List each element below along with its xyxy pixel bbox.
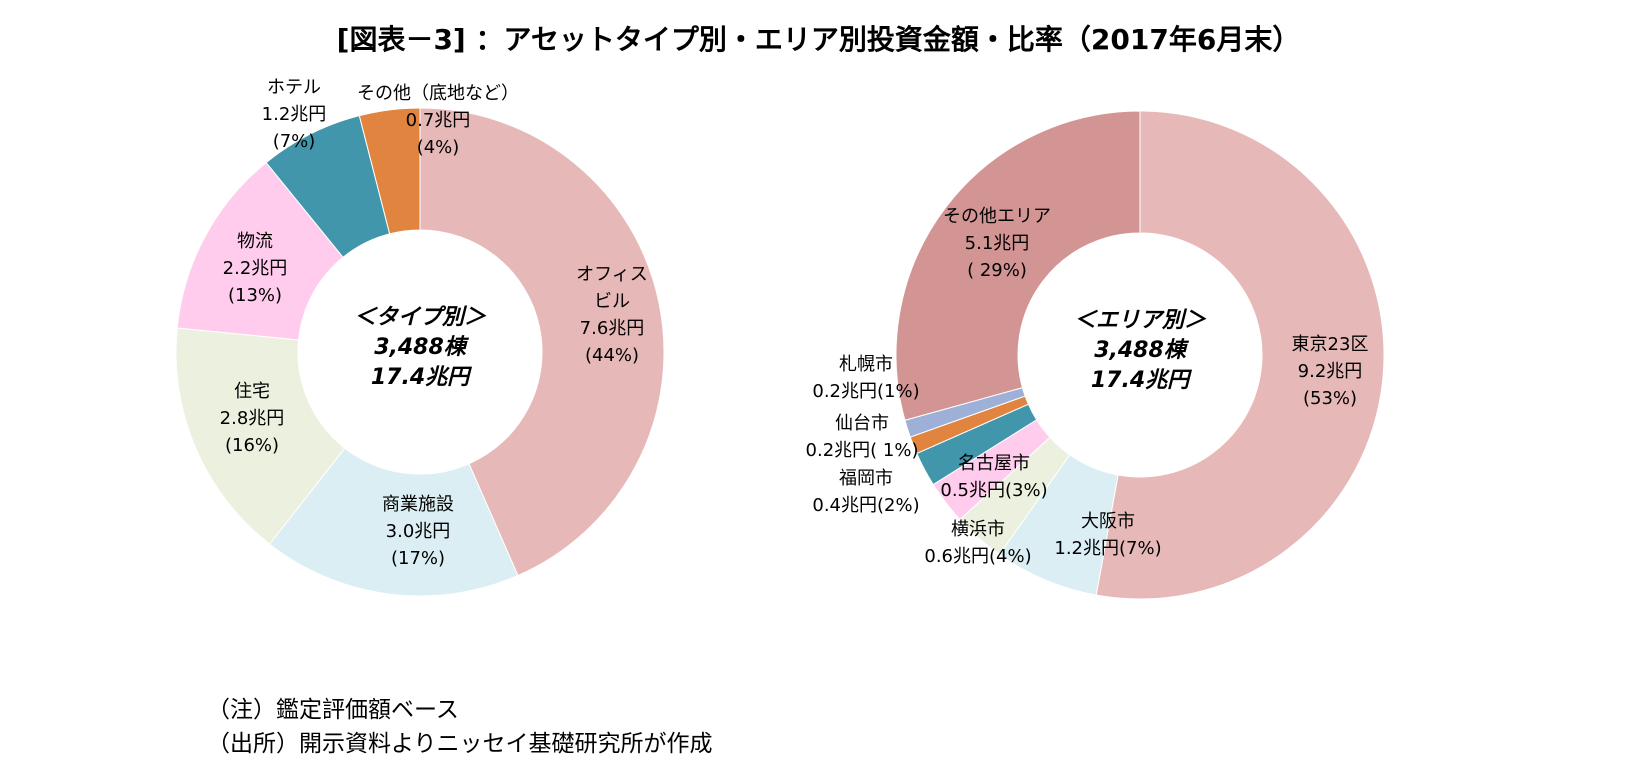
- slice-label: ホテル 1.2兆円(7%): [262, 77, 327, 152]
- donut-slice-slice-7: [895, 110, 1141, 421]
- donut-center-label: ＜エリア別＞ 3,488棟 17.4兆円: [1074, 308, 1207, 393]
- slice-label: オフィスビル 7.6兆円(44%): [576, 264, 648, 366]
- donut-chart-area: 東京23区 9.2兆円(53%) 大阪市 1.2兆円(7%) 横浜市 0.6兆円(4%) 名…: [806, 110, 1385, 600]
- slice-label: 住宅 2.8兆円(16%): [220, 381, 285, 456]
- slice-label: 東京23区 9.2兆円(53%): [1292, 334, 1369, 409]
- slice-label: 福岡市 0.4兆円(2%): [812, 468, 919, 516]
- slice-label: その他（底地など） 0.7兆円(4%): [357, 83, 519, 158]
- source-text: （出所）開示資料よりニッセイ基礎研究所が作成: [207, 731, 713, 757]
- donut-slice-slice-0: [419, 107, 665, 577]
- chart-title: [図表－3] ：アセットタイプ別・エリア別投資金額・比率（2017年6月末）: [336, 23, 1301, 56]
- donut-slice-slice-1: [268, 447, 519, 597]
- slice-label: 札幌市 0.2兆円(1%): [812, 354, 919, 402]
- slice-label: 横浜市 0.6兆円(4%): [924, 519, 1031, 567]
- slice-label: 商業施設 3.0兆円(17%): [382, 494, 454, 569]
- donut-slice-slice-5: [358, 107, 421, 235]
- slice-label: その他エリア 5.1兆円( 29%): [943, 206, 1051, 281]
- slice-label: 物流 2.2兆円(13%): [223, 231, 288, 306]
- donut-chart-type: オフィスビル 7.6兆円(44%) 商業施設 3.0兆円(17%) 住宅 2.8兆円(16…: [175, 77, 665, 597]
- slice-label: 仙台市 0.2兆円( 1%): [806, 413, 919, 461]
- donut-slice-slice-0: [1095, 110, 1385, 600]
- donut-slice-slice-2: [175, 327, 346, 545]
- donut-center-label: ＜タイプ別＞ 3,488棟 17.4兆円: [354, 305, 487, 390]
- slice-label: 大阪市 1.2兆円(7%): [1054, 511, 1161, 559]
- slice-label: 名古屋市 0.5兆円(3%): [940, 453, 1047, 501]
- note-text: （注）鑑定評価額ベース: [207, 697, 459, 723]
